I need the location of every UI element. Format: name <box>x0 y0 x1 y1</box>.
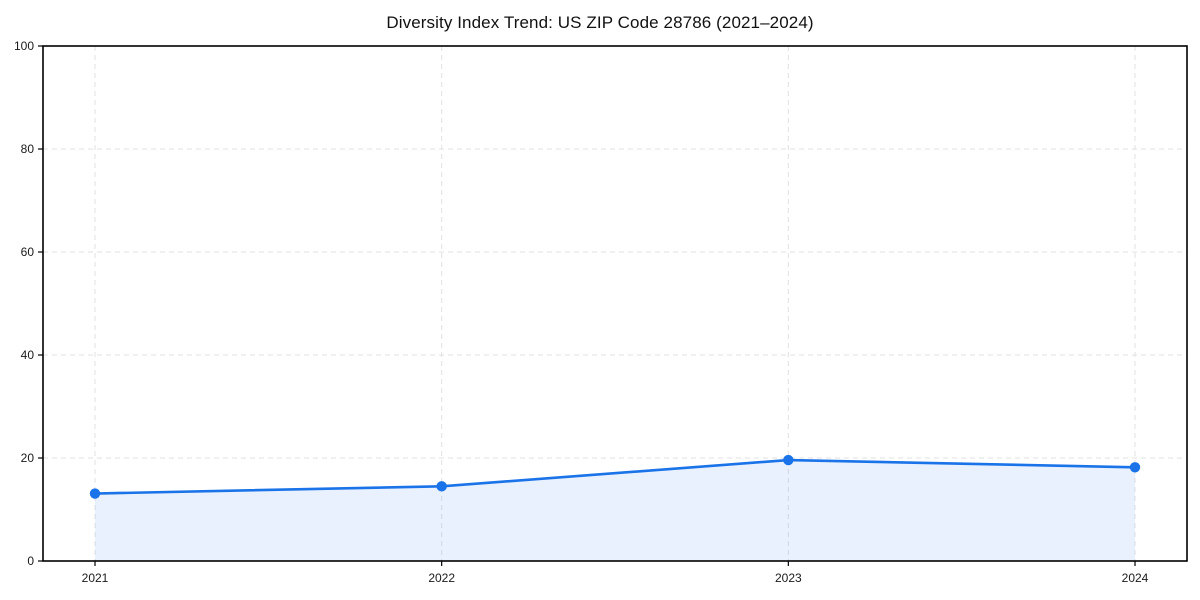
chart-title: Diversity Index Trend: US ZIP Code 28786… <box>386 13 814 32</box>
y-tick-label: 0 <box>27 554 34 568</box>
y-tick-label: 40 <box>21 348 35 362</box>
y-tick-label: 80 <box>21 142 35 156</box>
plot-border <box>42 45 1188 562</box>
x-tick-label: 2024 <box>1122 571 1149 585</box>
data-point-marker <box>89 488 101 499</box>
y-tick-label: 100 <box>14 39 34 53</box>
area-fill <box>95 460 1135 561</box>
trend-line <box>93 458 1137 495</box>
data-point-marker <box>1129 462 1141 473</box>
y-tick-label: 20 <box>21 451 35 465</box>
x-tick-label: 2021 <box>82 571 109 585</box>
x-tick-label: 2022 <box>428 571 455 585</box>
data-point-marker <box>436 481 447 492</box>
x-tick-label: 2023 <box>775 571 802 585</box>
y-tick-label: 60 <box>21 245 35 259</box>
data-point-marker <box>783 454 794 466</box>
